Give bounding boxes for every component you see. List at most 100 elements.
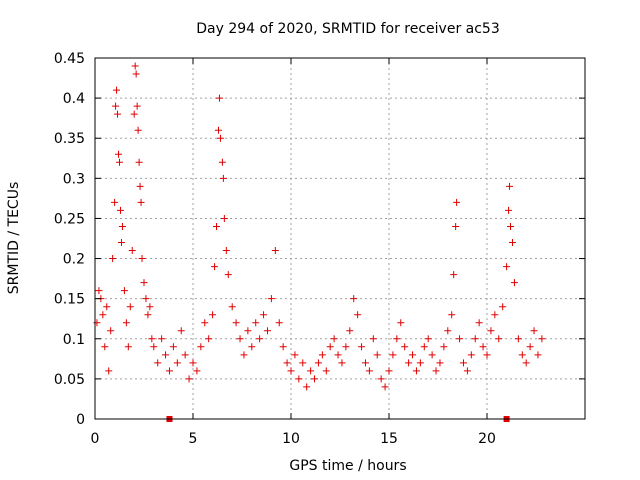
data-point [158, 335, 166, 343]
data-point [401, 343, 409, 351]
data-point [534, 351, 542, 359]
data-point [307, 367, 315, 375]
data-point [483, 351, 491, 359]
data-point [381, 383, 389, 391]
data-point [420, 343, 428, 351]
axis-tick-labels: 0 5 10 15 20 0 0.05 0.1 0.15 0.2 0.25 0.3 0.35 0.4 0.4… [54, 51, 496, 447]
data-point [232, 319, 240, 327]
data-point [318, 351, 326, 359]
data-point [120, 287, 128, 295]
data-markers [93, 62, 546, 422]
data-point [267, 295, 275, 303]
data-point [236, 335, 244, 343]
data-point [117, 239, 125, 247]
data-point [487, 327, 495, 335]
data-point [358, 343, 366, 351]
chart-title: Day 294 of 2020, SRMTID for receiver ac5… [196, 21, 500, 37]
y-tick-label: 0.45 [54, 51, 85, 67]
data-point [283, 359, 291, 367]
data-point [346, 327, 354, 335]
data-point [137, 198, 145, 206]
data-point [448, 311, 456, 319]
data-point [326, 343, 334, 351]
data-point [128, 247, 136, 255]
data-point [211, 263, 219, 271]
data-point [263, 327, 271, 335]
data-point [222, 247, 230, 255]
data-point [291, 351, 299, 359]
data-point [105, 367, 113, 375]
data-point [218, 158, 226, 166]
data-point [440, 343, 448, 351]
data-point [197, 343, 205, 351]
data-point [373, 351, 381, 359]
data-point [252, 319, 260, 327]
data-point [213, 222, 221, 230]
data-point [219, 174, 227, 182]
data-point [377, 375, 385, 383]
data-point [499, 303, 507, 311]
data-point [303, 383, 311, 391]
data-point [136, 182, 144, 190]
data-point [165, 367, 173, 375]
data-point [452, 222, 460, 230]
data-point [530, 327, 538, 335]
y-tick-label: 0.4 [63, 91, 85, 107]
data-point [118, 222, 126, 230]
data-point [463, 367, 471, 375]
data-point [116, 158, 123, 166]
y-tick-label: 0.05 [54, 372, 85, 388]
grid-lines [95, 58, 585, 419]
y-tick-label: 0.2 [63, 252, 85, 268]
data-point [240, 351, 248, 359]
data-point [189, 359, 197, 367]
x-axis-label: GPS time / hours [289, 458, 406, 474]
data-point [322, 367, 330, 375]
data-point [103, 303, 111, 311]
data-point [122, 319, 130, 327]
y-axis-label: SRMTID / TECUs [6, 182, 22, 295]
data-point [505, 206, 513, 214]
data-point [393, 335, 401, 343]
data-point [514, 335, 522, 343]
data-point [181, 351, 189, 359]
data-point [385, 367, 393, 375]
data-point [260, 311, 268, 319]
y-tick-label: 0.25 [54, 211, 85, 227]
data-point [135, 158, 143, 166]
data-point [412, 367, 420, 375]
data-point [436, 359, 444, 367]
data-point [518, 351, 526, 359]
data-point [146, 303, 154, 311]
data-point [467, 351, 475, 359]
data-point [389, 351, 397, 359]
data-point [154, 359, 162, 367]
axis-ticks [94, 57, 585, 420]
data-point [506, 182, 514, 190]
data-point [113, 86, 121, 94]
data-point [495, 335, 503, 343]
data-point [130, 110, 138, 118]
data-point [397, 319, 405, 327]
data-point [185, 375, 193, 383]
data-point [224, 271, 232, 279]
data-point [475, 319, 483, 327]
data-point [424, 335, 432, 343]
data-point [405, 359, 413, 367]
data-point [177, 327, 185, 335]
data-point [134, 126, 142, 134]
data-point [361, 359, 369, 367]
data-point [169, 343, 177, 351]
y-tick-label: 0.1 [63, 332, 85, 348]
data-point [116, 206, 124, 214]
data-point [271, 247, 279, 255]
y-tick-label: 0 [76, 412, 85, 428]
data-point [107, 327, 115, 335]
data-point [109, 255, 117, 263]
data-point [126, 303, 134, 311]
data-point [142, 295, 150, 303]
data-point [205, 335, 213, 343]
data-point [111, 198, 119, 206]
x-tick-label: 0 [91, 431, 100, 447]
